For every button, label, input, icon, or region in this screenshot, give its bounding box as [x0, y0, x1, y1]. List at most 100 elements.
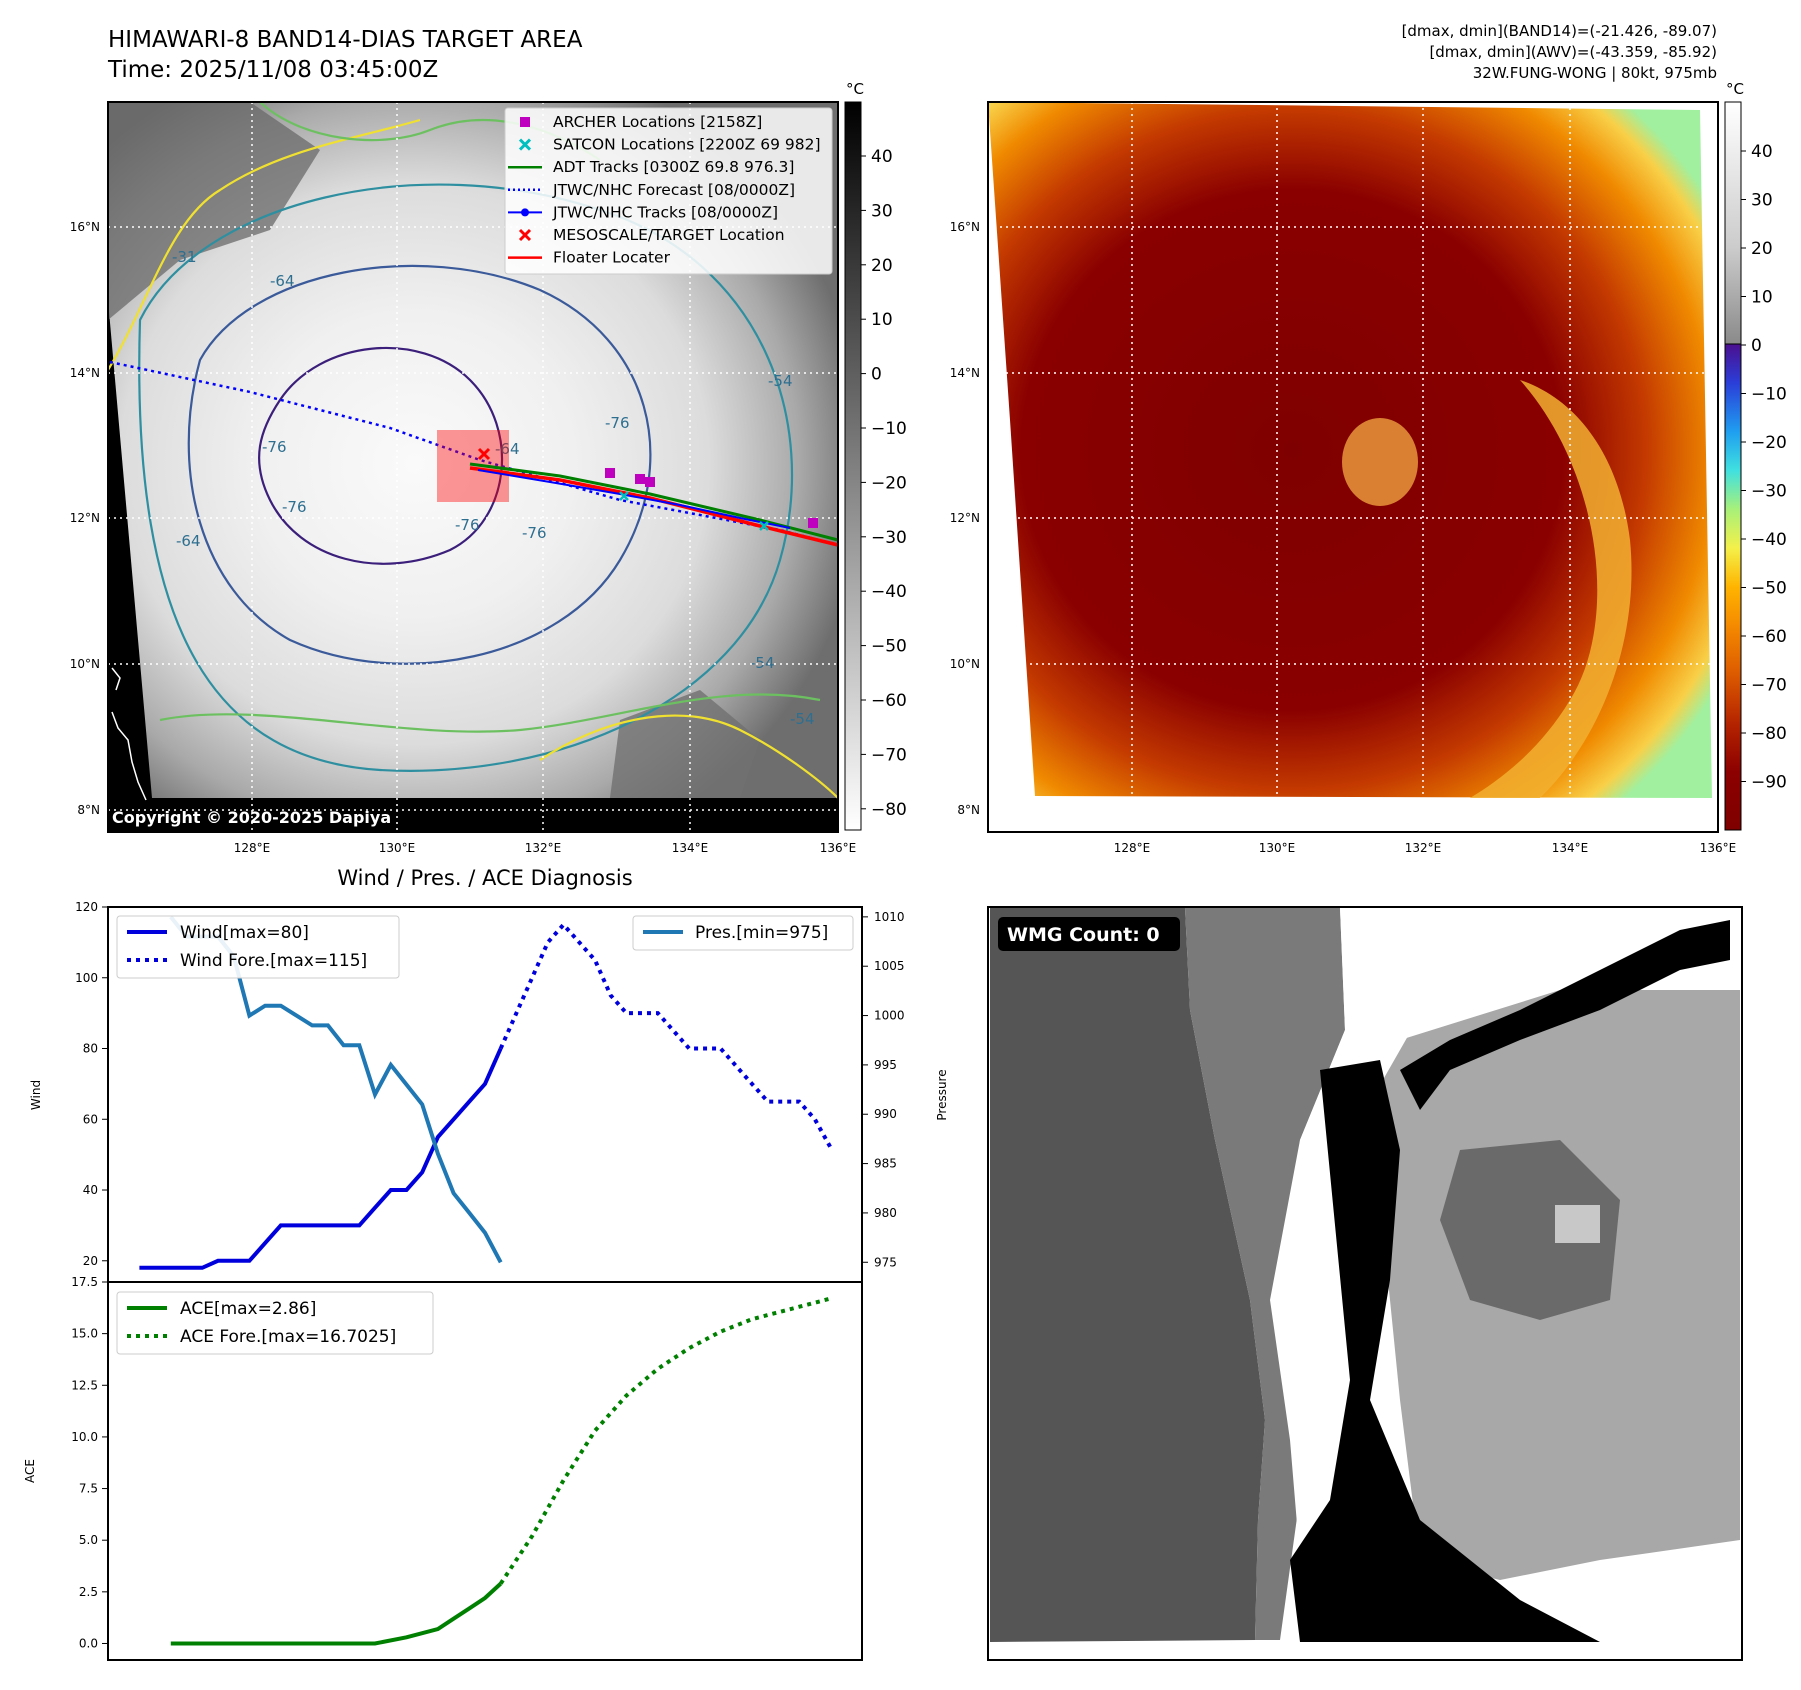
ir-map-frame: [107, 101, 839, 833]
ace-tick-label: 7.5: [79, 1482, 98, 1496]
colorbar-tick-label: −20: [1751, 433, 1787, 453]
wind-tick-label: 80: [83, 1042, 98, 1056]
contour-label: -54: [790, 710, 815, 728]
contour-label: -76: [605, 414, 630, 432]
archer-marker: [645, 477, 655, 487]
contour-label: -76: [282, 498, 307, 516]
pressure-tick-label: 1005: [874, 959, 905, 973]
ir-legend-label: ADT Tracks [0300Z 69.8 976.3]: [553, 158, 794, 176]
ir-colorbar: °C 40 30 20 10 0 −10 −20 −30 −40 −50 −60 −70 −80: [844, 80, 907, 831]
satcon-marker: [759, 521, 769, 531]
contour-label: -76: [262, 438, 287, 456]
colorbar-tick-label: 40: [1751, 142, 1773, 162]
wind-legend-box: [116, 915, 400, 979]
diagnosis-title: Wind / Pres. / ACE Diagnosis: [337, 866, 632, 890]
contour-ring-inner: [258, 346, 504, 565]
pressure-axis-ticks: 975 980 985 990 995 1000 1005 1010: [862, 910, 905, 1269]
awv-warm-eye: [1342, 418, 1418, 506]
wind-pressure-chart: Wind / Pres. / ACE Diagnosis Wind Pressu…: [29, 866, 949, 1283]
satcon-markers: [619, 491, 769, 531]
awv-dry-band: [1470, 380, 1632, 798]
legend-swatch-cross: [518, 228, 532, 242]
lat-label: 12°N: [70, 511, 100, 525]
lat-label: 10°N: [950, 657, 980, 671]
wind-ylabel: Wind: [29, 1080, 43, 1110]
lat-label: 16°N: [950, 220, 980, 234]
colorbar-tick-label: −40: [871, 582, 907, 602]
wmg-black-arc: [1400, 920, 1730, 1110]
ace-forecast-line: [499, 1296, 832, 1585]
wind-tick-label: 120: [75, 900, 98, 914]
awv-colorbar-ticks: 40 30 20 10 0 −10 −20 −30 −40 −50 −60 −70 −80 −90: [1741, 142, 1787, 793]
awv-colorbar-unit: °C: [1726, 80, 1744, 98]
colorbar-tick-label: 10: [1751, 288, 1773, 308]
ace-tick-label: 2.5: [79, 1585, 98, 1599]
pressure-tick-label: 995: [874, 1058, 897, 1072]
ir-legend-box: [504, 107, 833, 275]
colorbar-tick-label: −80: [871, 800, 907, 820]
contour-label: -64: [176, 532, 201, 550]
legend-swatch-square: [520, 117, 530, 127]
contour-label: -76: [455, 516, 480, 534]
satcon-marker: [619, 491, 629, 501]
pressure-legend-label: Pres.[min=975]: [695, 923, 828, 943]
pressure-ylabel: Pressure: [935, 1069, 949, 1120]
pressure-tick-label: 1010: [874, 910, 905, 924]
pressure-tick-label: 990: [874, 1107, 897, 1121]
pressure-tick-label: 985: [874, 1157, 897, 1171]
ir-legend-entry: JTWC/NHC Tracks [08/0000Z]: [508, 203, 778, 221]
wind-tick-label: 60: [83, 1112, 98, 1126]
lon-label: 130°E: [379, 841, 416, 855]
main-title: HIMAWARI-8 BAND14-DIAS TARGET AREA: [108, 27, 583, 53]
ir-legend-label: JTWC/NHC Forecast [08/0000Z]: [552, 181, 795, 199]
colorbar-tick-label: −10: [871, 419, 907, 439]
ace-axis-ticks: 0.0 2.5 5.0 7.5 10.0 12.5 15.0 17.5: [71, 1275, 108, 1650]
ace-legend-label: ACE[max=2.86]: [180, 1299, 316, 1319]
ir-legend-entry: Floater Locater: [508, 249, 671, 267]
ace-tick-label: 15.0: [71, 1327, 98, 1341]
contour-yellow-north: [108, 118, 421, 371]
wmg-panel: WMG Count: 0: [987, 906, 1743, 1661]
ir-legend: ARCHER Locations [2158Z] SATCON Locations…: [504, 107, 833, 275]
colorbar-tick-label: −70: [871, 745, 907, 765]
colorbar-tick-label: −90: [1751, 773, 1787, 793]
contour-label: -64: [270, 272, 295, 290]
contour-label: -54: [750, 654, 775, 672]
lat-label: 10°N: [70, 657, 100, 671]
lon-label: 128°E: [234, 841, 271, 855]
ace-legend-box: [116, 1291, 434, 1355]
lon-label: 132°E: [1405, 841, 1442, 855]
ir-legend-entry: JTWC/NHC Forecast [08/0000Z]: [508, 181, 795, 199]
colorbar-tick-label: 10: [871, 310, 893, 330]
legend-swatch-cross: [518, 138, 532, 151]
archer-marker: [635, 474, 645, 484]
colorbar-tick-label: 0: [871, 365, 882, 385]
ir-colorbar-unit: °C: [846, 80, 864, 98]
ir-legend-entry: MESOSCALE/TARGET Location: [518, 226, 785, 244]
colorbar-tick-label: −60: [871, 691, 907, 711]
awv-axis-labels: 16°N 14°N 12°N 10°N 8°N 128°E 130°E 132°E 134°E 1…: [950, 220, 1737, 855]
contour-labels: -31 -64 -76 -76 -76 -64 -76 -54 -54 -54 -64 -76: [172, 248, 815, 728]
wmg-darker-patch: [1440, 1140, 1620, 1320]
awv-stats: [dmax, dmin](AWV)=(-43.359, -85.92): [1429, 43, 1717, 61]
wind-tick-label: 40: [83, 1183, 98, 1197]
wmg-frame: [987, 906, 1743, 1661]
colorbar-tick-label: −30: [871, 528, 907, 548]
lon-label: 136°E: [820, 841, 857, 855]
wind-forecast-legend-label: Wind Fore.[max=115]: [180, 951, 367, 971]
wmg-dark-region: [990, 908, 1265, 1642]
lon-label: 132°E: [525, 841, 562, 855]
lon-label: 134°E: [1552, 841, 1589, 855]
archer-marker: [808, 518, 818, 528]
wmg-count-label: WMG Count: 0: [1007, 924, 1160, 946]
pressure-tick-label: 1000: [874, 1009, 905, 1023]
ace-tick-label: 5.0: [79, 1533, 98, 1547]
ir-legend-label: Floater Locater: [553, 249, 671, 267]
wmg-mid-region: [1185, 908, 1345, 1640]
ace-legend: ACE[max=2.86] ACE Fore.[max=16.7025]: [116, 1291, 434, 1355]
pressure-legend: Pres.[min=975]: [632, 915, 854, 951]
band14-stats: [dmax, dmin](BAND14)=(-21.426, -89.07): [1401, 22, 1717, 40]
awv-grid: [988, 102, 1718, 832]
ace-chart: ACE 0.0 2.5 5.0 7.5 10.0 12.5 15.0 17.5 ACE[max…: [23, 1275, 863, 1661]
